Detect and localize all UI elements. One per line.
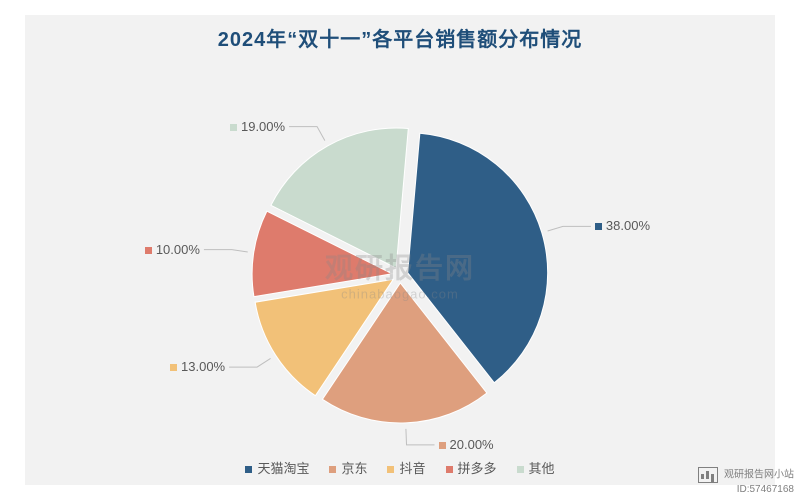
leader-line	[406, 429, 435, 445]
legend-swatch	[517, 466, 524, 473]
slice-marker	[595, 223, 602, 230]
pie-chart	[25, 15, 775, 485]
legend-item: 天猫淘宝	[245, 461, 309, 476]
legend-swatch	[245, 466, 252, 473]
legend-item: 拼多多	[446, 461, 497, 476]
legend-swatch	[446, 466, 453, 473]
slice-value: 13.00%	[181, 359, 225, 374]
legend-swatch	[329, 466, 336, 473]
legend-label: 拼多多	[458, 461, 497, 476]
plot-area: 2024年“双十一”各平台销售额分布情况 38.00% 20.00% 13.00% 1…	[25, 15, 775, 485]
legend-item: 抖音	[387, 461, 425, 476]
slice-label: 19.00%	[230, 119, 285, 134]
slice-value: 10.00%	[156, 242, 200, 257]
slice-marker	[230, 124, 237, 131]
leader-line	[548, 226, 591, 231]
slice-marker	[145, 247, 152, 254]
leader-line	[289, 127, 325, 141]
corner-line1: 观研报告网小站	[724, 470, 794, 481]
legend-swatch	[387, 466, 394, 473]
corner-line2: ID:57467168	[737, 484, 794, 495]
legend-item: 其他	[517, 461, 555, 476]
slice-value: 19.00%	[241, 119, 285, 134]
legend-label: 天猫淘宝	[257, 461, 309, 476]
slice-marker	[439, 442, 446, 449]
corner-stamp: 观研报告网小站 ID:57467168	[698, 467, 794, 496]
leader-line	[229, 358, 270, 367]
legend-label: 京东	[341, 461, 367, 476]
leader-line	[204, 250, 248, 252]
legend: 天猫淘宝 京东 抖音 拼多多 其他	[25, 458, 775, 477]
bar-chart-icon	[698, 467, 718, 483]
slice-label: 20.00%	[439, 437, 494, 452]
slice-marker	[170, 364, 177, 371]
legend-item: 京东	[329, 461, 367, 476]
legend-label: 抖音	[399, 461, 425, 476]
slice-label: 13.00%	[170, 359, 225, 374]
slice-label: 38.00%	[595, 218, 650, 233]
legend-label: 其他	[529, 461, 555, 476]
slice-label: 10.00%	[145, 242, 200, 257]
slice-value: 38.00%	[606, 218, 650, 233]
chart-title: 2024年“双十一”各平台销售额分布情况	[25, 23, 775, 52]
slice-value: 20.00%	[450, 437, 494, 452]
